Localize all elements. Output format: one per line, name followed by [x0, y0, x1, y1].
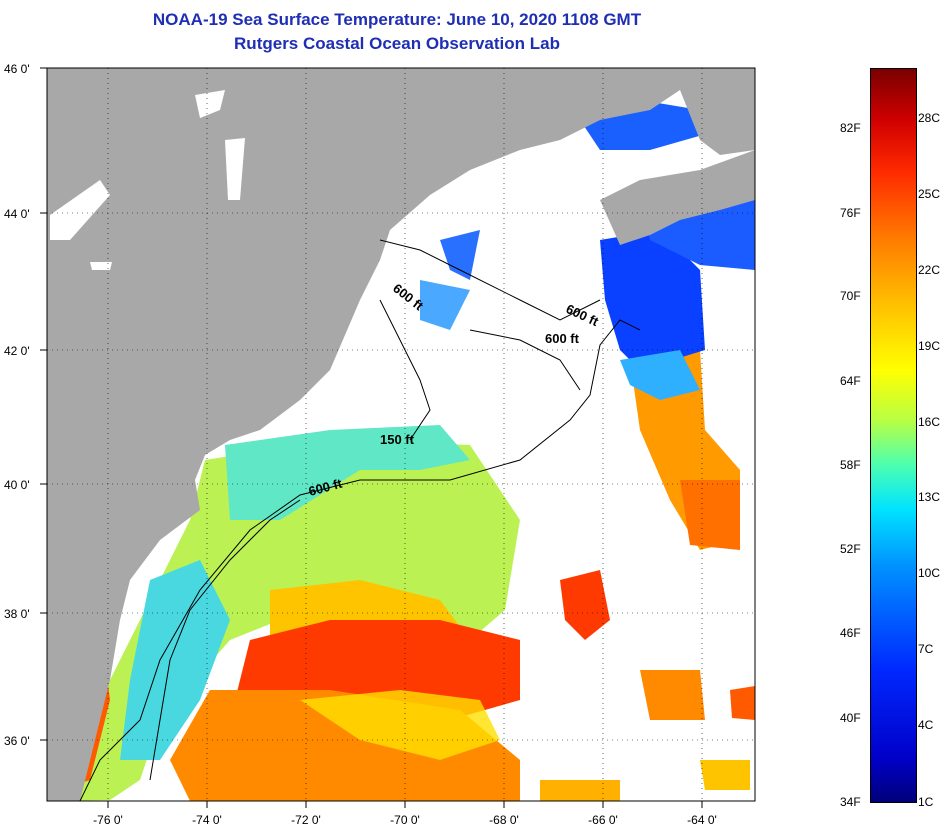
- cbar-c-label: 28C: [918, 111, 940, 125]
- cbar-f-label: 40F: [840, 711, 861, 725]
- colorbar-labels: 82F 76F 70F 64F 58F 52F 46F 40F 34F 28C …: [840, 111, 940, 809]
- axis-ticks: [40, 67, 703, 808]
- lon-label-72: -72 0': [291, 813, 321, 827]
- map-imagery: [47, 68, 755, 801]
- contour-label: 600 ft: [545, 331, 580, 346]
- cbar-c-label: 25C: [918, 187, 940, 201]
- sst-swaths: [60, 100, 755, 801]
- lon-label-68: -68 0': [489, 813, 519, 827]
- cbar-c-label: 7C: [918, 642, 934, 656]
- cbar-c-label: 10C: [918, 566, 940, 580]
- cbar-f-label: 46F: [840, 626, 861, 640]
- cbar-f-label: 64F: [840, 374, 861, 388]
- cbar-f-label: 52F: [840, 542, 861, 556]
- bathymetry-contours: [79, 239, 641, 801]
- lon-label-64: -64 0': [687, 813, 717, 827]
- cbar-f-label: 34F: [840, 795, 861, 809]
- land: [47, 68, 755, 801]
- cbar-c-label: 16C: [918, 415, 940, 429]
- lat-label-36: 36 0': [4, 734, 30, 748]
- cbar-c-label: 4C: [918, 718, 934, 732]
- map-title: NOAA-19 Sea Surface Temperature: June 10…: [152, 10, 642, 29]
- contour-label: 150 ft: [380, 432, 415, 447]
- lat-label-44: 44 0': [4, 207, 30, 221]
- lat-label-38: 38 0': [4, 607, 30, 621]
- cbar-c-label: 13C: [918, 490, 940, 504]
- cbar-f-label: 76F: [840, 206, 861, 220]
- lon-label-70: -70 0': [390, 813, 420, 827]
- cbar-f-label: 82F: [840, 121, 861, 135]
- cbar-f-label: 58F: [840, 458, 861, 472]
- cbar-f-label: 70F: [840, 289, 861, 303]
- map-subtitle: Rutgers Coastal Ocean Observation Lab: [234, 34, 560, 53]
- cbar-c-label: 22C: [918, 263, 940, 277]
- lat-label-46: 46 0': [4, 62, 30, 76]
- lat-label-40: 40 0': [4, 478, 30, 492]
- graticule: [47, 68, 755, 801]
- cbar-c-label: 19C: [918, 339, 940, 353]
- lon-label-66: -66 0': [588, 813, 618, 827]
- lakes: [50, 90, 245, 270]
- map-border: [46, 67, 756, 802]
- cbar-c-label: 1C: [918, 795, 934, 809]
- lon-label-74: -74 0': [192, 813, 222, 827]
- temperature-colorbar: [870, 68, 917, 803]
- lon-label-76: -76 0': [93, 813, 123, 827]
- lat-label-42: 42 0': [4, 344, 30, 358]
